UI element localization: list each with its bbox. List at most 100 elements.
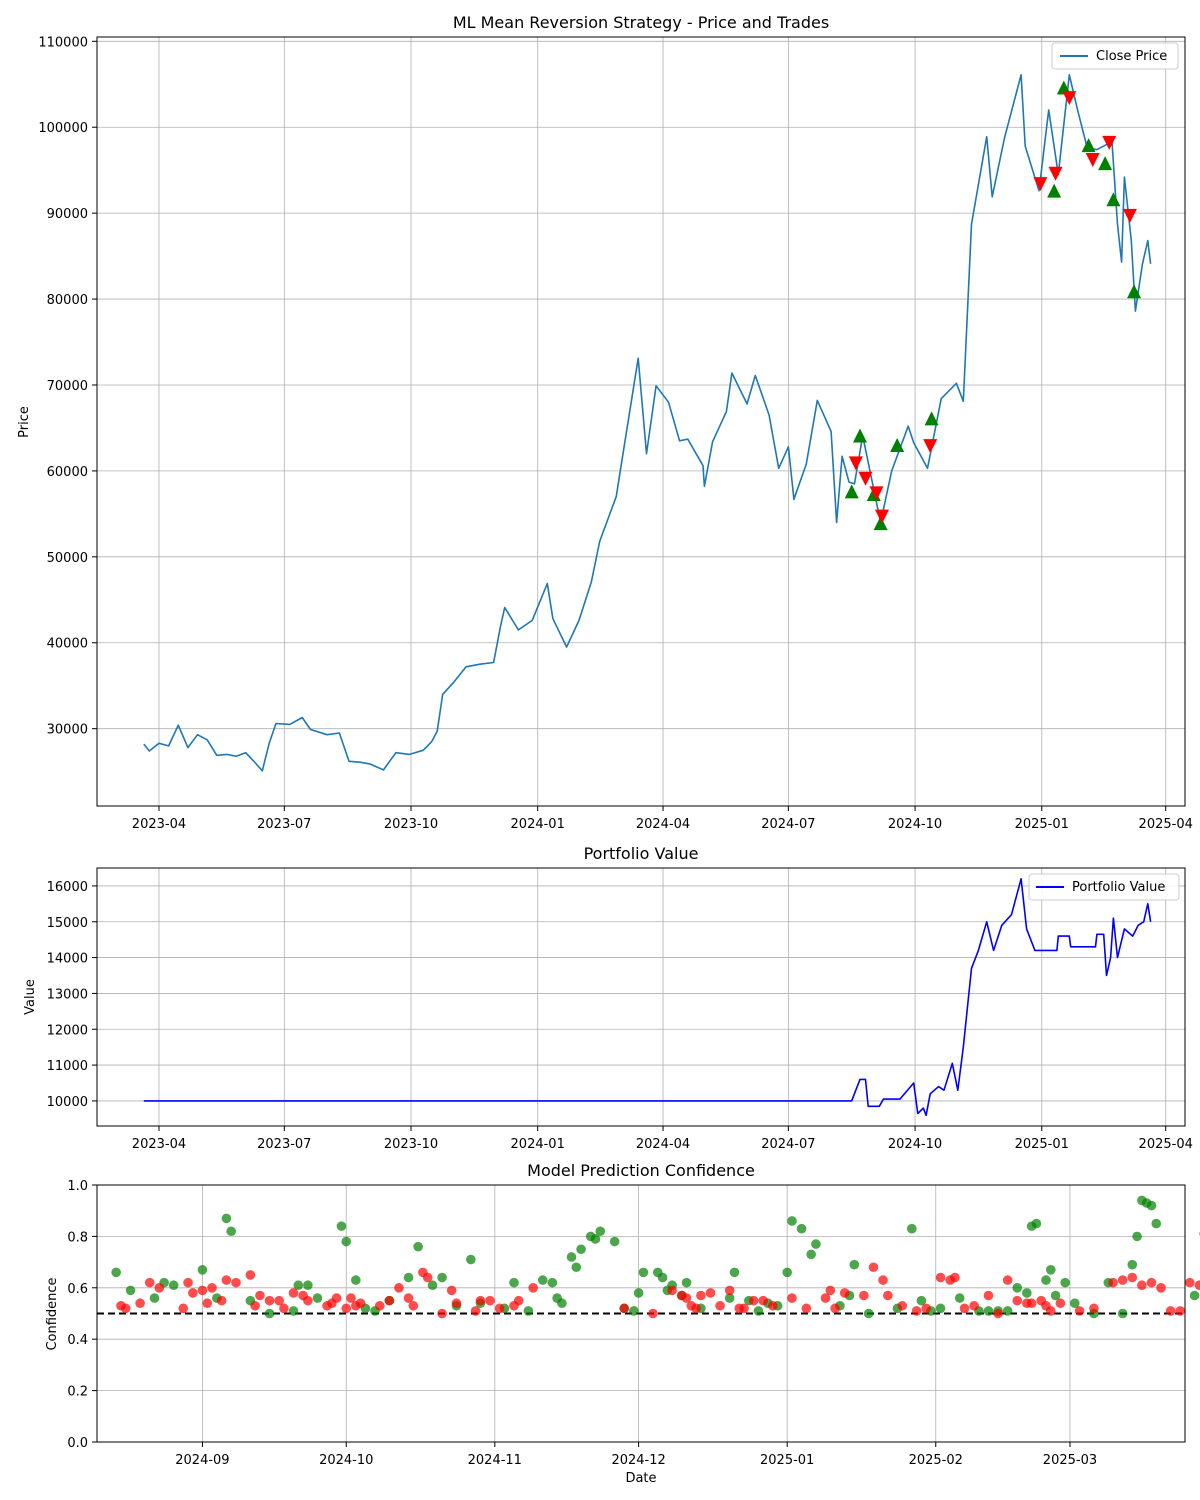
confidence-point-red (1165, 1306, 1176, 1316)
buy-marker (873, 516, 888, 531)
confidence-point-green (729, 1267, 740, 1278)
confidence-point-red (394, 1283, 404, 1293)
portfolio-axis-ticks: 2023-04 2023-07 2023-10 2024-01 2024-04 2024-… (47, 880, 1193, 1152)
portfolio-legend-label: Portfolio Value (1072, 880, 1165, 895)
confidence-point-green (1050, 1290, 1061, 1301)
sell-marker (1122, 208, 1137, 223)
confidence-point-green (413, 1241, 423, 1252)
confidence-point-green (796, 1223, 807, 1234)
x-tick-label: 2025-01 (1015, 817, 1069, 832)
confidence-y-axis-label: Confidence (45, 1277, 60, 1350)
sell-marker (1085, 153, 1100, 168)
confidence-point-green (226, 1226, 237, 1237)
confidence-point-green (849, 1259, 860, 1270)
x-tick-label: 2024-12 (611, 1453, 665, 1468)
confidence-point-red (868, 1262, 879, 1273)
confidence-point-red (983, 1290, 994, 1301)
confidence-point-red (1184, 1277, 1195, 1288)
sell-marker (1048, 166, 1063, 181)
confidence-point-red (408, 1300, 419, 1311)
confidence-point-red (878, 1275, 888, 1285)
confidence-point-green (935, 1303, 946, 1314)
portfolio-plot-frame (96, 867, 1186, 1127)
x-tick-label: 2023-07 (257, 1137, 311, 1152)
confidence-point-red (648, 1308, 658, 1319)
confidence-point-green (638, 1267, 649, 1278)
confidence-point-green (1151, 1218, 1162, 1229)
confidence-point-red (202, 1298, 213, 1309)
confidence-point-green (595, 1226, 606, 1237)
x-tick-label: 2024-01 (511, 1137, 565, 1152)
x-tick-label: 2024-10 (888, 817, 942, 832)
confidence-point-green (811, 1239, 821, 1249)
price-legend-label: Close Price (1096, 49, 1167, 64)
confidence-point-green (657, 1272, 668, 1283)
confidence-point-green (1045, 1265, 1056, 1275)
portfolio-grid (97, 868, 1185, 1126)
confidence-point-red (739, 1303, 749, 1314)
x-tick-label: 2024-04 (636, 1137, 690, 1152)
confidence-point-red (758, 1295, 769, 1306)
x-tick-label: 2024-01 (511, 817, 565, 832)
price-series-layer (143, 74, 1152, 772)
confidence-point-red (1055, 1298, 1066, 1309)
buy-marker (1106, 192, 1121, 207)
confidence-point-red (1074, 1306, 1085, 1316)
confidence-point-green (437, 1272, 447, 1283)
buy-marker (890, 437, 905, 452)
confidence-point-red (288, 1288, 299, 1298)
confidence-point-red (303, 1295, 313, 1306)
confidence-point-green (753, 1306, 764, 1316)
y-tick-label: 80000 (47, 293, 88, 308)
confidence-chart-title: Model Prediction Confidence (527, 1161, 755, 1180)
confidence-point-green (863, 1308, 874, 1319)
confidence-point-red (724, 1285, 735, 1296)
portfolio-chart-panel: Portfolio Value Value 2023-04 2023-07 2023… (23, 844, 1193, 1152)
confidence-point-red (1137, 1280, 1147, 1291)
confidence-point-green (1012, 1283, 1023, 1293)
confidence-point-red (1089, 1303, 1099, 1314)
confidence-point-green (1060, 1277, 1070, 1288)
confidence-point-green (427, 1280, 438, 1291)
confidence-point-red (748, 1295, 759, 1306)
confidence-point-red (696, 1290, 706, 1301)
y-tick-label: 14000 (47, 952, 88, 967)
x-tick-label: 2025-04 (1139, 1137, 1193, 1152)
confidence-point-red (1045, 1306, 1056, 1316)
buy-marker (1081, 138, 1096, 153)
confidence-point-red (245, 1270, 256, 1280)
confidence-point-green (983, 1306, 994, 1316)
confidence-point-green (566, 1252, 577, 1262)
price-axis-ticks: 2023-04 2023-07 2023-10 2024-01 2024-04 2024-… (38, 35, 1193, 832)
x-tick-label: 2024-07 (761, 1137, 815, 1152)
confidence-point-green (197, 1265, 208, 1275)
x-tick-label: 2024-07 (761, 817, 815, 832)
confidence-point-red (422, 1272, 433, 1283)
price-plot-frame (96, 36, 1186, 807)
confidence-points-layer (97, 1195, 1200, 1319)
x-tick-label: 2025-03 (1043, 1453, 1097, 1468)
confidence-point-red (346, 1293, 356, 1303)
confidence-point-red (1127, 1272, 1138, 1283)
x-tick-label: 2023-04 (132, 817, 186, 832)
confidence-point-red (451, 1298, 462, 1309)
y-tick-label: 1.0 (67, 1179, 88, 1194)
confidence-point-red (355, 1298, 366, 1309)
price-legend: Close Price (1051, 42, 1179, 70)
y-tick-label: 0.4 (67, 1333, 88, 1348)
confidence-point-green (681, 1277, 692, 1288)
y-tick-label: 40000 (47, 637, 88, 652)
confidence-point-green (787, 1216, 797, 1226)
confidence-point-red (470, 1306, 481, 1316)
confidence-point-red (144, 1277, 155, 1288)
x-tick-label: 2025-01 (1015, 1137, 1069, 1152)
buy-marker (1098, 156, 1113, 171)
confidence-point-red (1012, 1295, 1023, 1306)
confidence-point-red (446, 1285, 457, 1296)
y-tick-label: 70000 (47, 379, 88, 394)
confidence-point-red (681, 1293, 692, 1303)
confidence-point-red (691, 1303, 701, 1314)
confidence-point-red (197, 1285, 208, 1296)
confidence-point-red (859, 1290, 869, 1301)
